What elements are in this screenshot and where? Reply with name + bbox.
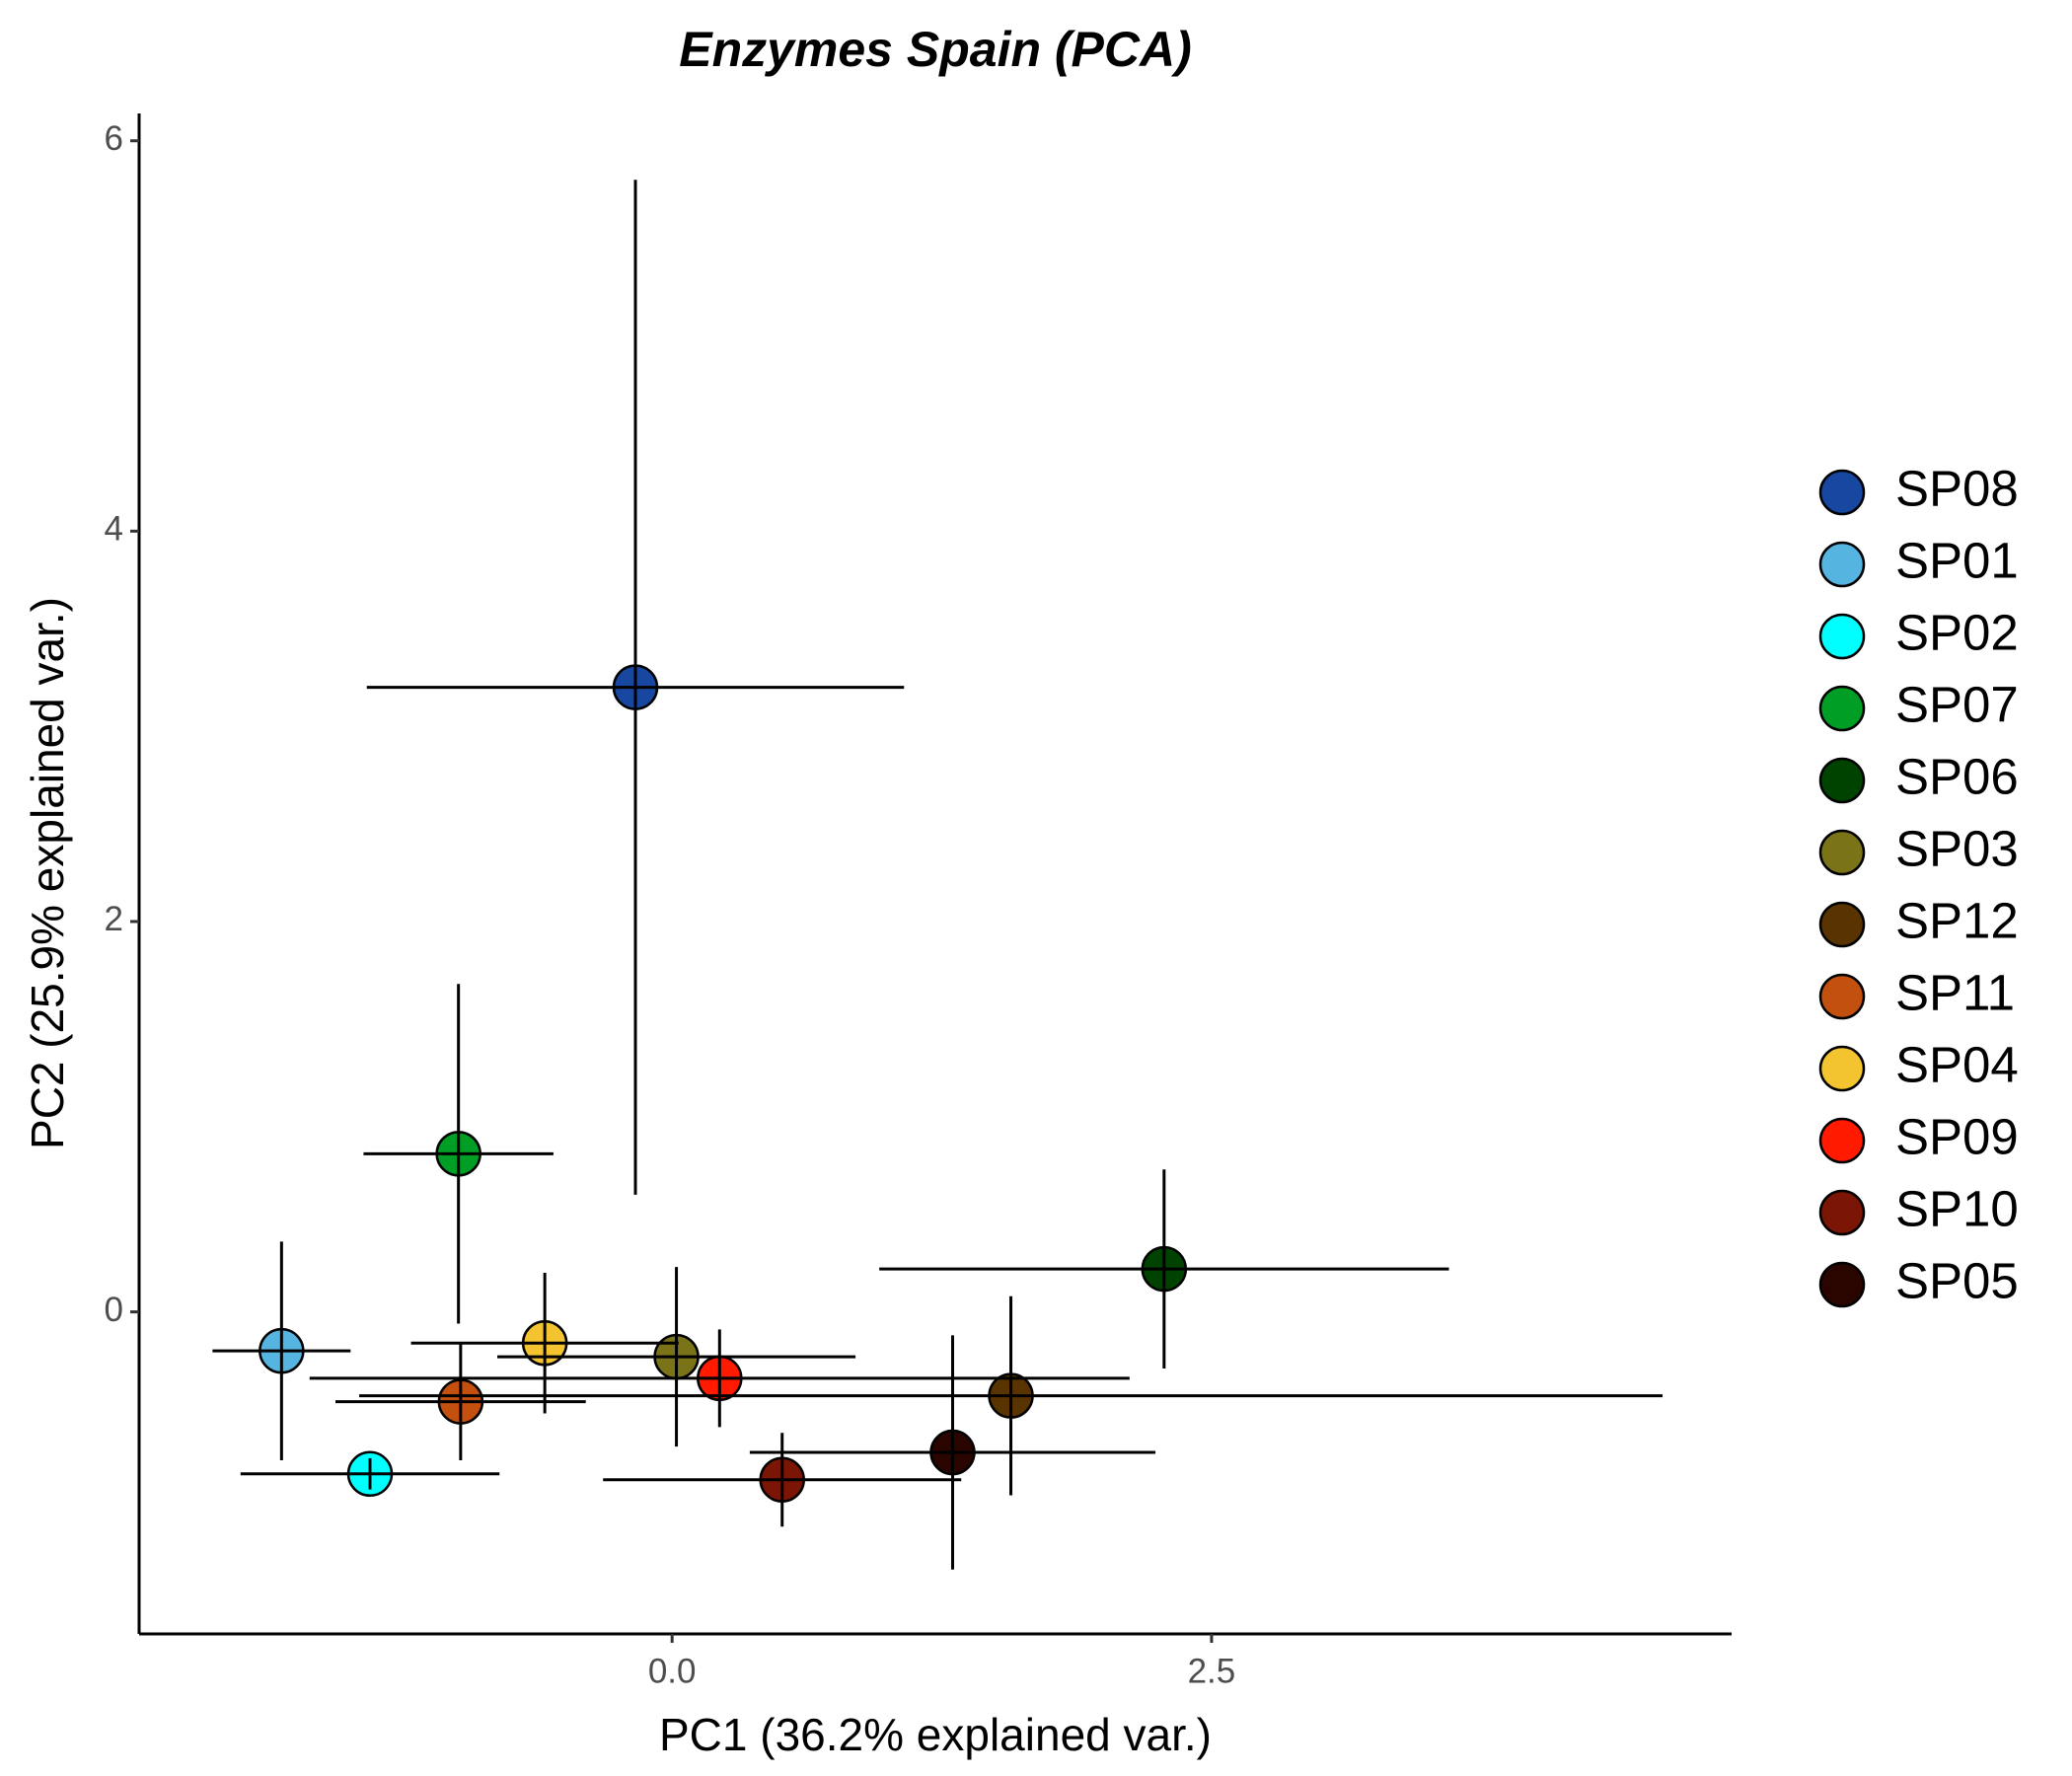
y-tick-label: 4 bbox=[105, 510, 123, 549]
legend-label: SP02 bbox=[1895, 604, 2019, 660]
legend-swatch bbox=[1818, 1117, 1866, 1164]
legend-label: SP06 bbox=[1895, 748, 2019, 804]
legend-swatch bbox=[1818, 1189, 1866, 1236]
legend-swatch bbox=[1818, 685, 1866, 732]
legend-label: SP08 bbox=[1895, 460, 2019, 516]
legend-swatch bbox=[1818, 829, 1866, 876]
legend-label: SP03 bbox=[1895, 820, 2019, 876]
legend-label: SP10 bbox=[1895, 1180, 2019, 1236]
legend-swatch bbox=[1818, 757, 1866, 804]
legend-label: SP04 bbox=[1895, 1036, 2019, 1092]
legend-label: SP07 bbox=[1895, 676, 2019, 732]
legend-swatch bbox=[1818, 613, 1866, 660]
chart-title: Enzymes Spain (PCA) bbox=[679, 22, 1192, 77]
x-tick-label: 0.0 bbox=[648, 1652, 697, 1690]
y-tick-label: 2 bbox=[105, 900, 123, 938]
legend-swatch bbox=[1818, 901, 1866, 948]
x-axis-title: PC1 (36.2% explained var.) bbox=[659, 1709, 1212, 1760]
legend-swatch bbox=[1818, 1261, 1866, 1308]
y-tick-label: 6 bbox=[105, 119, 123, 158]
legend-label: SP05 bbox=[1895, 1252, 2019, 1308]
legend-swatch bbox=[1818, 973, 1866, 1020]
x-tick-label: 2.5 bbox=[1188, 1652, 1236, 1690]
y-tick-label: 0 bbox=[105, 1291, 123, 1329]
legend-swatch bbox=[1818, 1045, 1866, 1092]
legend-swatch bbox=[1818, 541, 1866, 588]
legend-label: SP11 bbox=[1895, 964, 2015, 1020]
legend-label: SP09 bbox=[1895, 1108, 2019, 1164]
legend-swatch bbox=[1818, 469, 1866, 516]
legend-label: SP01 bbox=[1895, 532, 2019, 588]
y-axis-title: PC2 (25.9% explained var.) bbox=[22, 597, 73, 1149]
legend-label: SP12 bbox=[1895, 892, 2019, 948]
